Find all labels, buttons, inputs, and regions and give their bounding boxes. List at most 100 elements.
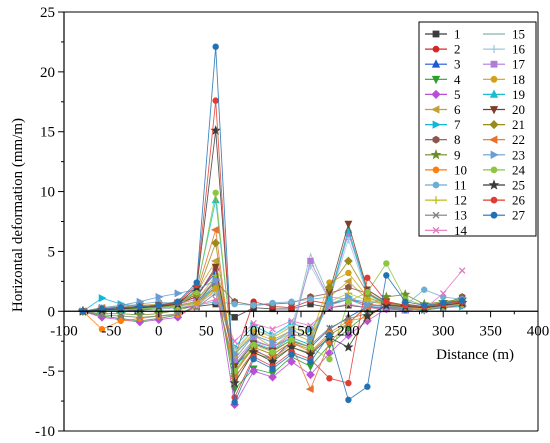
legend-item: 16 — [483, 42, 526, 57]
legend-label: 3 — [454, 57, 461, 72]
legend-item: 17 — [483, 57, 526, 72]
legend-label: 21 — [512, 117, 525, 132]
x-tick-label: 50 — [199, 323, 214, 339]
x-tick-label: 100 — [242, 323, 265, 339]
legend-label: 18 — [512, 72, 525, 87]
data-point — [269, 325, 276, 333]
data-point — [432, 181, 440, 189]
data-point — [344, 220, 353, 229]
legend-item: 19 — [483, 87, 525, 102]
data-point — [432, 211, 440, 219]
series-layer — [77, 43, 468, 410]
x-tick-label: 150 — [290, 323, 313, 339]
legend-label: 13 — [454, 208, 467, 223]
data-point — [383, 260, 390, 267]
legend-label: 14 — [454, 223, 468, 238]
legend-item: 3 — [425, 57, 461, 72]
legend-item: 9 — [425, 147, 461, 162]
data-point — [345, 298, 352, 305]
data-point — [364, 274, 371, 281]
legend-item: 18 — [483, 72, 525, 87]
legend-item: 4 — [425, 72, 461, 87]
legend-item: 5 — [425, 87, 461, 102]
data-point — [490, 166, 498, 174]
data-point — [344, 326, 353, 334]
data-point — [326, 332, 333, 339]
legend-label: 2 — [454, 42, 461, 57]
data-point — [432, 196, 440, 205]
data-point — [307, 296, 314, 303]
data-point — [489, 89, 499, 98]
axes-layer: -100 -50 0 50 100 150 200 250 300 350 400-10-50510… — [35, 5, 549, 440]
y-tick-label: 15 — [40, 125, 55, 141]
data-point — [326, 324, 333, 332]
legend-label: 1 — [454, 27, 461, 42]
data-point — [458, 267, 466, 274]
data-point — [440, 299, 447, 307]
data-point — [250, 355, 257, 363]
data-point — [489, 135, 498, 144]
data-point — [211, 263, 220, 272]
data-point — [287, 357, 296, 366]
legend-item: 7 — [425, 117, 461, 132]
data-point — [210, 257, 219, 265]
y-tick-label: -5 — [43, 364, 56, 380]
data-point — [117, 304, 125, 311]
data-point — [432, 120, 441, 129]
data-point — [269, 299, 276, 307]
data-point — [211, 238, 221, 248]
data-point — [288, 351, 295, 358]
y-axis-title: Horizontal deformation (mm/m) — [10, 118, 26, 312]
data-point — [489, 120, 499, 130]
data-point — [307, 358, 314, 365]
data-point — [212, 97, 219, 104]
data-point — [458, 297, 466, 304]
legend-item: 10 — [425, 162, 467, 177]
y-tick-label: 20 — [40, 65, 55, 81]
legend-label: 4 — [454, 72, 461, 87]
data-point — [364, 383, 371, 390]
data-point — [432, 166, 440, 174]
legend-item: 11 — [425, 178, 467, 193]
data-point — [343, 319, 352, 328]
data-point — [326, 355, 333, 363]
y-tick-label: 25 — [40, 5, 55, 21]
y-tick-label: 10 — [40, 185, 55, 201]
y-tick-label: 0 — [48, 304, 56, 320]
data-point — [250, 302, 257, 309]
data-point — [345, 396, 352, 404]
legend-label: 6 — [454, 102, 461, 117]
legend-item: 27 — [483, 208, 526, 223]
x-tick-label: 0 — [155, 323, 163, 339]
data-point — [345, 379, 352, 387]
data-point — [430, 149, 442, 160]
data-point — [230, 385, 239, 394]
legend-label: 8 — [454, 132, 461, 147]
legend-label: 10 — [454, 162, 467, 177]
legend-item: 8 — [425, 132, 461, 147]
x-tick-label: 400 — [527, 323, 550, 339]
data-point — [421, 286, 428, 293]
data-point — [344, 256, 353, 266]
legend-item: 25 — [483, 178, 525, 193]
legend-item: 21 — [483, 117, 525, 132]
data-point — [490, 196, 498, 204]
data-point — [490, 75, 498, 83]
legend-label: 12 — [454, 193, 467, 208]
data-point — [344, 330, 353, 340]
data-point — [174, 289, 183, 298]
data-point — [288, 326, 297, 335]
data-point — [326, 375, 333, 382]
data-point — [432, 45, 440, 53]
legend-item: 12 — [425, 193, 467, 208]
data-point — [268, 372, 277, 382]
legend-label: 20 — [512, 102, 525, 117]
data-point — [432, 226, 440, 234]
data-point — [325, 282, 334, 292]
data-point — [489, 106, 499, 115]
x-tick-label: -100 — [50, 323, 78, 339]
legend-label: 16 — [512, 42, 526, 57]
data-point — [211, 195, 220, 204]
data-point — [136, 314, 144, 321]
